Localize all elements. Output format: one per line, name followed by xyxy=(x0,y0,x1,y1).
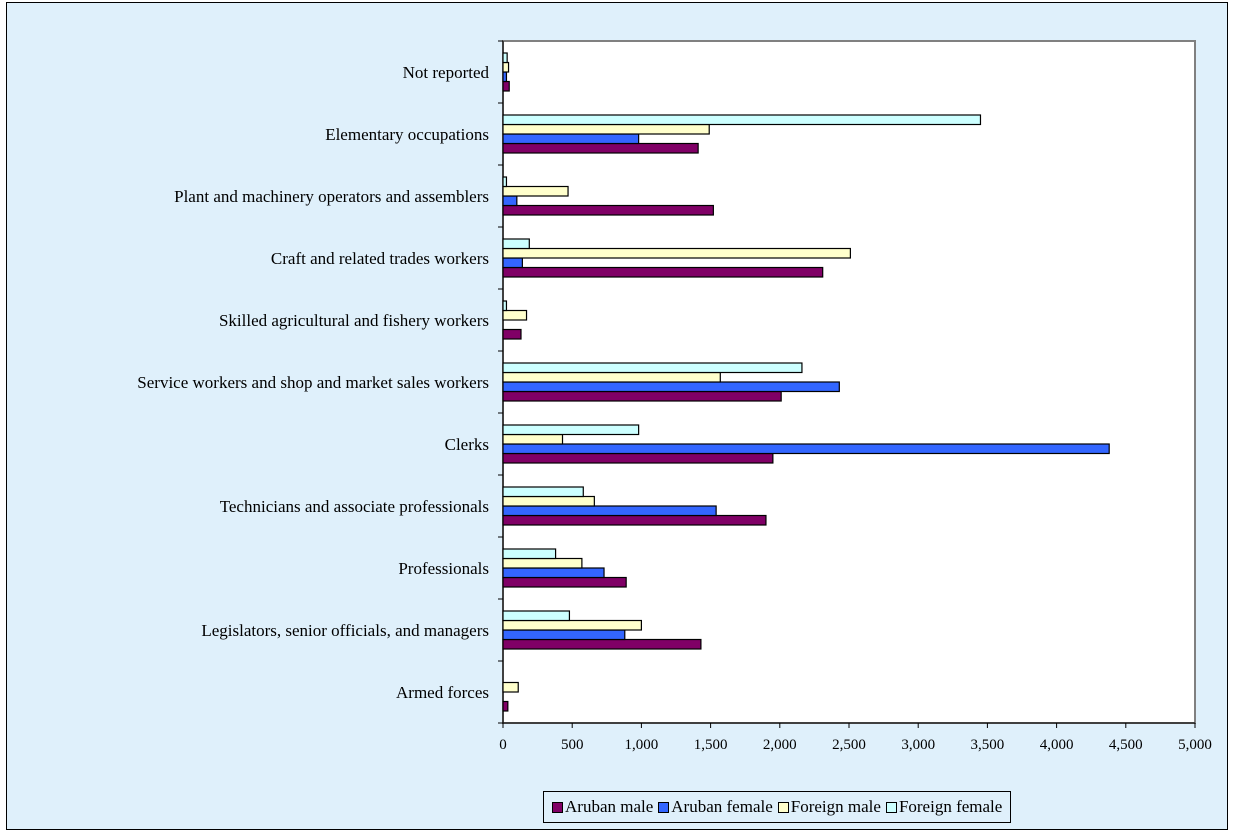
bar xyxy=(502,433,564,445)
category-label: Technicians and associate professionals xyxy=(220,497,489,516)
x-tick-label: 2,500 xyxy=(832,737,866,753)
bar xyxy=(502,619,642,631)
x-axis: 0 500 1,000 1,500 2,000 2,500 3,000 3,500 4,000 4… xyxy=(499,723,1212,753)
bar xyxy=(502,266,824,278)
legend-swatch xyxy=(658,801,670,813)
legend: Aruban male Aruban female Foreign male Fore… xyxy=(543,791,1012,823)
bar xyxy=(502,557,583,569)
category-label: Elementary occupations xyxy=(325,125,489,144)
bar xyxy=(502,390,782,402)
bar xyxy=(502,80,510,92)
x-tick-label: 3,000 xyxy=(901,737,935,753)
category-label: Craft and related trades workers xyxy=(271,249,489,268)
category-label: Legislators, senior officials, and manag… xyxy=(201,621,489,640)
legend-item: Foreign male xyxy=(777,797,881,817)
category-label: Plant and machinery operators and assemb… xyxy=(174,187,489,206)
bar xyxy=(502,195,518,207)
x-tick-label: 2,000 xyxy=(763,737,797,753)
legend-label: Foreign male xyxy=(790,797,881,816)
bar xyxy=(502,567,605,579)
bar xyxy=(502,452,774,464)
bar xyxy=(502,576,627,588)
y-axis: Armed forces Legislators, senior official… xyxy=(137,40,503,724)
legend-item: Aruban female xyxy=(658,797,773,817)
bar xyxy=(502,204,714,216)
category-label: Armed forces xyxy=(396,683,489,702)
bar xyxy=(502,495,595,507)
x-tick-label: 4,500 xyxy=(1109,737,1143,753)
legend-label: Aruban female xyxy=(671,797,773,816)
bar xyxy=(502,123,710,135)
legend-item: Aruban male xyxy=(552,797,653,817)
bar xyxy=(502,700,509,712)
bar xyxy=(502,424,640,436)
legend-label: Foreign female xyxy=(898,797,1003,816)
legend-item: Foreign female xyxy=(885,797,1003,817)
legend-label: Aruban male xyxy=(565,797,654,816)
bar xyxy=(502,309,528,321)
chart-area: 0 500 1,000 1,500 2,000 2,500 3,000 3,500 4,000 4… xyxy=(6,2,1228,830)
x-tick-label: 1,500 xyxy=(694,737,728,753)
bar xyxy=(502,610,571,622)
bar xyxy=(502,362,803,374)
bar xyxy=(502,71,508,83)
x-tick-label: 0 xyxy=(499,737,507,753)
bar xyxy=(502,681,519,693)
bar xyxy=(502,505,717,517)
bar xyxy=(502,486,584,498)
bar xyxy=(502,638,702,650)
bar xyxy=(502,114,982,126)
category-label: Not reported xyxy=(403,63,490,82)
bar xyxy=(502,133,640,145)
bar xyxy=(502,247,851,259)
bar xyxy=(502,514,767,526)
bar xyxy=(502,381,840,393)
bar xyxy=(502,548,557,560)
legend-swatch xyxy=(777,801,789,813)
category-label: Professionals xyxy=(398,559,489,578)
bar xyxy=(502,52,508,64)
category-label: Skilled agricultural and fishery workers xyxy=(219,311,489,330)
bar xyxy=(502,238,530,250)
bar xyxy=(502,629,626,641)
bar xyxy=(502,328,522,340)
bar xyxy=(502,185,569,197)
bar xyxy=(502,257,523,269)
chart-svg: 0 500 1,000 1,500 2,000 2,500 3,000 3,500 4,000 4… xyxy=(137,40,1212,753)
x-tick-label: 3,500 xyxy=(971,737,1005,753)
legend-swatch xyxy=(885,801,897,813)
x-tick-label: 5,000 xyxy=(1178,737,1212,753)
category-label: Service workers and shop and market sale… xyxy=(137,373,489,392)
category-label: Clerks xyxy=(445,435,489,454)
legend-swatch xyxy=(552,801,563,813)
bar xyxy=(502,371,721,383)
x-tick-label: 1,000 xyxy=(625,737,659,753)
bar xyxy=(502,443,1110,455)
bar xyxy=(502,61,510,73)
bar xyxy=(502,176,508,188)
bar xyxy=(502,300,508,312)
x-tick-label: 500 xyxy=(561,737,584,753)
bar xyxy=(502,142,699,154)
x-tick-label: 4,000 xyxy=(1040,737,1074,753)
